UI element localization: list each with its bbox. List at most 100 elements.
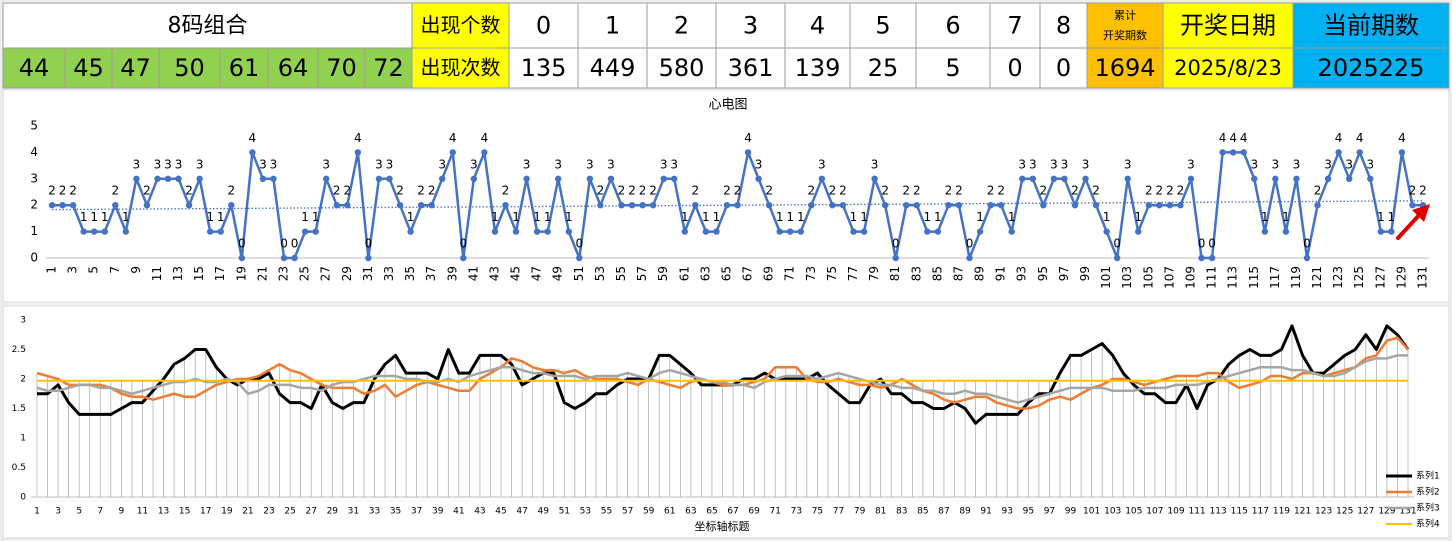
data-label: 2 <box>945 184 953 198</box>
data-point <box>702 228 710 235</box>
x-tick-label: 13 <box>158 507 169 517</box>
table-cell <box>111 47 160 89</box>
x-tick-label: 97 <box>1044 507 1055 517</box>
x-tick-label: 27 <box>319 266 333 281</box>
x-tick-label: 49 <box>537 507 549 517</box>
x-tick-label: 105 <box>1141 266 1155 289</box>
x-tick-label: 3 <box>55 507 61 517</box>
cell-text: 64 <box>278 54 309 82</box>
data-label: 3 <box>438 157 446 171</box>
x-tick-label: 127 <box>1357 507 1374 517</box>
y-tick-label: 3 <box>30 171 38 185</box>
data-point <box>755 175 762 182</box>
data-label: 0 <box>575 237 583 251</box>
data-point <box>913 202 920 209</box>
data-label: 2 <box>502 184 510 198</box>
data-label: 0 <box>1303 237 1311 251</box>
data-point <box>154 175 161 182</box>
data-point <box>164 175 172 182</box>
data-label: 1 <box>1134 210 1142 224</box>
table-cell <box>158 47 221 89</box>
cell-text: 5 <box>945 54 960 82</box>
x-tick-label: 39 <box>432 507 444 517</box>
table-cell <box>2 47 66 89</box>
cell-text: 开奖期数 <box>1103 28 1147 42</box>
data-point <box>924 228 931 235</box>
x-tick-label: 111 <box>1188 507 1205 517</box>
data-point <box>776 228 783 235</box>
data-label: 1 <box>850 210 858 224</box>
data-label: 2 <box>1409 184 1417 198</box>
x-tick-label: 93 <box>1015 266 1029 281</box>
data-label: 2 <box>913 184 921 198</box>
data-label: 2 <box>902 184 910 198</box>
table-cell <box>849 47 917 89</box>
data-label: 2 <box>143 184 151 198</box>
data-point <box>1345 175 1353 182</box>
x-tick-label: 83 <box>909 266 923 281</box>
x-tick-label: 115 <box>1231 507 1248 517</box>
data-label: 3 <box>871 157 879 171</box>
data-point <box>671 175 678 182</box>
cell-text: 开奖日期 <box>1180 12 1276 40</box>
data-point <box>765 202 773 209</box>
data-label: 2 <box>597 184 605 198</box>
cell-text: 361 <box>728 54 774 82</box>
data-label: 1 <box>702 210 710 224</box>
data-label: 3 <box>1061 157 1069 171</box>
cell-text: 8 <box>1056 12 1071 40</box>
x-tick-label: 103 <box>1120 266 1134 289</box>
data-point <box>365 254 372 262</box>
x-tick-label: 119 <box>1289 266 1303 289</box>
cell-text: 1694 <box>1094 54 1155 82</box>
data-label: 1 <box>491 210 499 224</box>
data-label: 4 <box>449 131 457 145</box>
x-tick-label: 41 <box>453 507 464 517</box>
data-point <box>1303 254 1311 262</box>
chart-panel <box>2 305 1450 539</box>
data-point <box>1251 175 1258 182</box>
data-label: 2 <box>723 184 731 198</box>
data-label: 1 <box>976 210 984 224</box>
cell-text: 139 <box>795 54 841 82</box>
data-label: 1 <box>1388 210 1396 224</box>
table-cell <box>1086 2 1164 49</box>
data-point <box>945 202 952 209</box>
data-point <box>1103 228 1110 235</box>
x-tick-label: 75 <box>825 266 839 281</box>
data-point <box>291 254 298 262</box>
x-tick-label: 125 <box>1352 266 1366 289</box>
data-label: 2 <box>1071 184 1079 198</box>
data-label: 1 <box>924 210 932 224</box>
data-label: 1 <box>786 210 794 224</box>
y-tick-label: 2 <box>30 198 38 212</box>
x-tick-label: 89 <box>959 507 971 517</box>
data-point <box>1071 202 1079 209</box>
data-point <box>1356 149 1363 156</box>
data-label: 2 <box>48 184 56 198</box>
data-label: 4 <box>1229 131 1237 145</box>
data-label: 2 <box>1156 184 1164 198</box>
cell-text: 累计 <box>1114 9 1136 22</box>
data-point <box>1135 228 1142 235</box>
x-tick-label: 123 <box>1315 507 1332 517</box>
data-point <box>618 202 625 209</box>
data-point <box>439 175 446 182</box>
x-tick-label: 63 <box>698 266 712 281</box>
x-tick-label: 25 <box>298 266 312 281</box>
data-label: 1 <box>1377 210 1385 224</box>
data-label: 2 <box>1040 184 1048 198</box>
x-tick-label: 35 <box>390 507 401 517</box>
x-tick-label: 27 <box>305 507 316 517</box>
data-point <box>1377 228 1385 235</box>
cell-text: 当前期数 <box>1323 12 1419 40</box>
data-point <box>987 202 994 209</box>
data-label: 3 <box>1250 157 1258 171</box>
data-point <box>1335 149 1342 156</box>
x-tick-label: 123 <box>1331 266 1345 289</box>
data-point <box>734 202 741 209</box>
x-tick-label: 83 <box>896 507 907 517</box>
data-label: 3 <box>1050 157 1058 171</box>
table-cell <box>2 2 413 49</box>
data-point <box>1029 175 1036 182</box>
